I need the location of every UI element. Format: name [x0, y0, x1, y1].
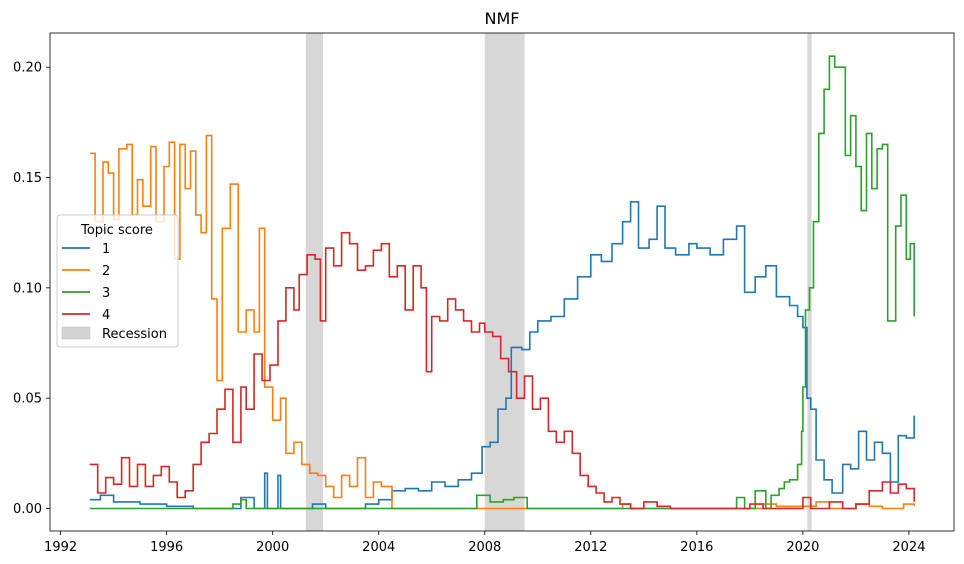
x-tick-label: 2008 [468, 540, 501, 555]
recession-band [484, 33, 525, 531]
series-lines [89, 55, 915, 510]
x-tick-label: 2016 [680, 540, 713, 555]
recession-band [305, 33, 324, 531]
chart-title: NMF [485, 9, 520, 28]
legend-swatch-recession [61, 326, 91, 340]
legend-title: Topic score [80, 223, 153, 238]
recession-band [807, 33, 812, 531]
series-line-3 [89, 55, 915, 510]
x-tick-label: 2004 [362, 540, 395, 555]
x-tick-label: 2012 [574, 540, 607, 555]
x-tick-label: 2020 [786, 540, 819, 555]
y-tick-label: 0.20 [13, 61, 42, 76]
y-tick-label: 0.10 [13, 281, 42, 296]
legend-label-4: 4 [102, 308, 110, 323]
x-tick-label: 1992 [44, 540, 77, 555]
x-tick-label: 1996 [150, 540, 183, 555]
x-tick-label: 2024 [892, 540, 925, 555]
y-tick-label: 0.00 [13, 502, 42, 517]
series-line-4 [89, 231, 915, 510]
plot-frame [49, 32, 955, 532]
legend-label-2: 2 [102, 264, 110, 279]
legend-label-3: 3 [102, 286, 110, 301]
recession-shading [305, 33, 812, 531]
legend: Topic score 1 2 3 4 Recession [56, 214, 179, 348]
y-axis-ticks: 0.00 0.05 0.10 0.15 0.20 [13, 61, 50, 517]
legend-label-recession: Recession [102, 327, 167, 342]
y-tick-label: 0.05 [13, 392, 42, 407]
y-tick-label: 0.15 [13, 171, 42, 186]
legend-label-1: 1 [102, 242, 110, 257]
x-tick-label: 2000 [256, 540, 289, 555]
x-axis-ticks: 1992 1996 2000 2004 2008 2012 2016 2020 2024 [44, 531, 925, 555]
